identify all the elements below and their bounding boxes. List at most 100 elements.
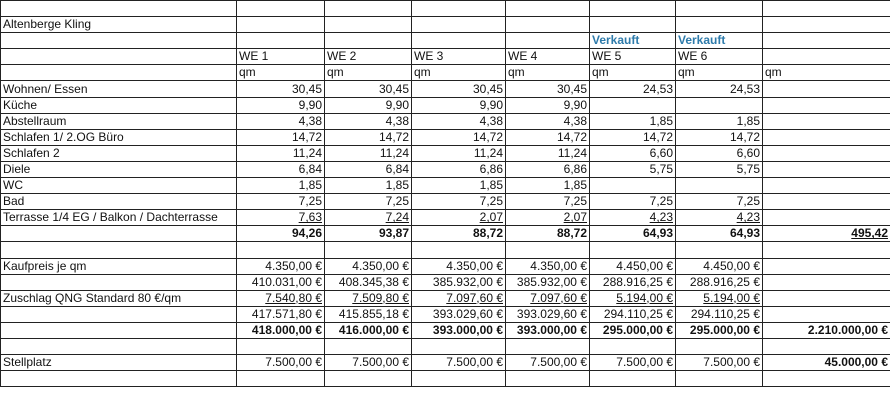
cell[interactable]: 64,93 (675, 225, 763, 243)
cell[interactable] (589, 337, 676, 356)
cell[interactable]: qm (324, 64, 412, 82)
cell[interactable]: 1,85 (505, 177, 590, 195)
cell[interactable]: 4,38 (324, 112, 412, 130)
cell[interactable] (505, 16, 590, 34)
cell[interactable]: 295.000,00 € (589, 321, 676, 339)
cell[interactable]: 7,24 (324, 209, 412, 227)
cell[interactable] (675, 96, 763, 114)
cell[interactable]: 9,90 (324, 96, 412, 114)
cell[interactable] (324, 0, 412, 18)
cell[interactable] (762, 370, 890, 388)
cell[interactable]: 2,07 (411, 209, 506, 227)
cell[interactable]: 14,72 (675, 128, 763, 146)
cell[interactable] (411, 370, 506, 388)
cell[interactable]: qm (589, 64, 676, 82)
cell[interactable]: 2.210.000,00 € (762, 321, 890, 339)
cell[interactable] (675, 337, 763, 356)
cell[interactable]: 1,85 (411, 177, 506, 195)
row-label[interactable] (0, 241, 237, 259)
row-label[interactable]: Wohnen/ Essen (0, 80, 237, 98)
cell[interactable]: 1,85 (675, 112, 763, 130)
cell[interactable]: 7.097,60 € (411, 289, 506, 307)
cell[interactable] (411, 241, 506, 259)
cell[interactable] (762, 160, 890, 179)
cell[interactable] (411, 337, 506, 356)
cell[interactable]: 45.000,00 € (762, 354, 890, 372)
cell[interactable] (236, 370, 325, 388)
cell[interactable]: 294.110,25 € (675, 305, 763, 323)
cell[interactable] (589, 96, 676, 114)
cell[interactable] (762, 193, 890, 211)
cell[interactable]: 5,75 (589, 160, 676, 179)
cell[interactable] (762, 257, 890, 275)
cell[interactable] (762, 128, 890, 146)
row-label[interactable] (0, 337, 237, 356)
cell[interactable]: 1,85 (589, 112, 676, 130)
cell[interactable]: WE 2 (324, 48, 412, 66)
cell[interactable]: 24,53 (675, 80, 763, 98)
cell[interactable] (762, 112, 890, 130)
cell[interactable]: 417.571,80 € (236, 305, 325, 323)
cell[interactable]: 7,63 (236, 209, 325, 227)
row-label[interactable]: Bad (0, 193, 237, 211)
cell[interactable]: 7,25 (324, 193, 412, 211)
cell[interactable] (324, 337, 412, 356)
cell[interactable] (505, 32, 590, 50)
cell[interactable]: 30,45 (236, 80, 325, 98)
cell[interactable]: 6,60 (675, 144, 763, 162)
cell[interactable]: 14,72 (505, 128, 590, 146)
cell[interactable] (762, 241, 890, 259)
cell[interactable]: 288.916,25 € (675, 273, 763, 291)
row-label[interactable] (0, 305, 237, 323)
cell[interactable]: 4.350,00 € (236, 257, 325, 275)
cell[interactable]: 30,45 (324, 80, 412, 98)
cell[interactable] (762, 16, 890, 34)
cell[interactable] (236, 32, 325, 50)
cell[interactable] (324, 32, 412, 50)
cell[interactable]: 4.350,00 € (411, 257, 506, 275)
cell[interactable]: 7,25 (505, 193, 590, 211)
cell[interactable]: WE 5 (589, 48, 676, 66)
cell[interactable]: qm (762, 64, 890, 82)
cell[interactable]: Verkauft (589, 32, 676, 50)
row-label[interactable]: Terrasse 1/4 EG / Balkon / Dachterrasse (0, 209, 237, 227)
row-label[interactable]: Stellplatz (0, 354, 237, 372)
cell[interactable]: 7,25 (589, 193, 676, 211)
cell[interactable]: 88,72 (505, 225, 590, 243)
cell[interactable] (505, 241, 590, 259)
cell[interactable] (589, 370, 676, 388)
cell[interactable] (589, 177, 676, 195)
cell[interactable]: 11,24 (324, 144, 412, 162)
cell[interactable] (675, 370, 763, 388)
cell[interactable]: 4.350,00 € (505, 257, 590, 275)
cell[interactable]: 288.916,25 € (589, 273, 676, 291)
row-label[interactable] (0, 273, 237, 291)
cell[interactable] (236, 0, 325, 18)
cell[interactable]: 4,38 (411, 112, 506, 130)
cell[interactable] (505, 370, 590, 388)
cell[interactable]: 7.500,00 € (411, 354, 506, 372)
cell[interactable]: 5.194,00 € (589, 289, 676, 307)
cell[interactable]: 11,24 (236, 144, 325, 162)
cell[interactable]: 1,85 (236, 177, 325, 195)
cell[interactable]: 2,07 (505, 209, 590, 227)
row-label[interactable]: Altenberge Kling (0, 16, 237, 34)
cell[interactable] (589, 241, 676, 259)
cell[interactable] (505, 337, 590, 356)
cell[interactable]: 14,72 (324, 128, 412, 146)
cell[interactable]: 4,23 (589, 209, 676, 227)
row-label[interactable]: Kaufpreis je qm (0, 257, 237, 275)
cell[interactable]: 7,25 (675, 193, 763, 211)
cell[interactable] (236, 241, 325, 259)
row-label[interactable]: Diele (0, 160, 237, 179)
cell[interactable] (324, 16, 412, 34)
cell[interactable] (762, 80, 890, 98)
cell[interactable]: 7.540,80 € (236, 289, 325, 307)
cell[interactable]: 7,25 (236, 193, 325, 211)
row-label[interactable] (0, 225, 237, 243)
cell[interactable]: 6,86 (505, 160, 590, 179)
cell[interactable]: 416.000,00 € (324, 321, 412, 339)
cell[interactable]: 7.500,00 € (505, 354, 590, 372)
cell[interactable]: 385.932,00 € (505, 273, 590, 291)
cell[interactable]: 6,84 (324, 160, 412, 179)
